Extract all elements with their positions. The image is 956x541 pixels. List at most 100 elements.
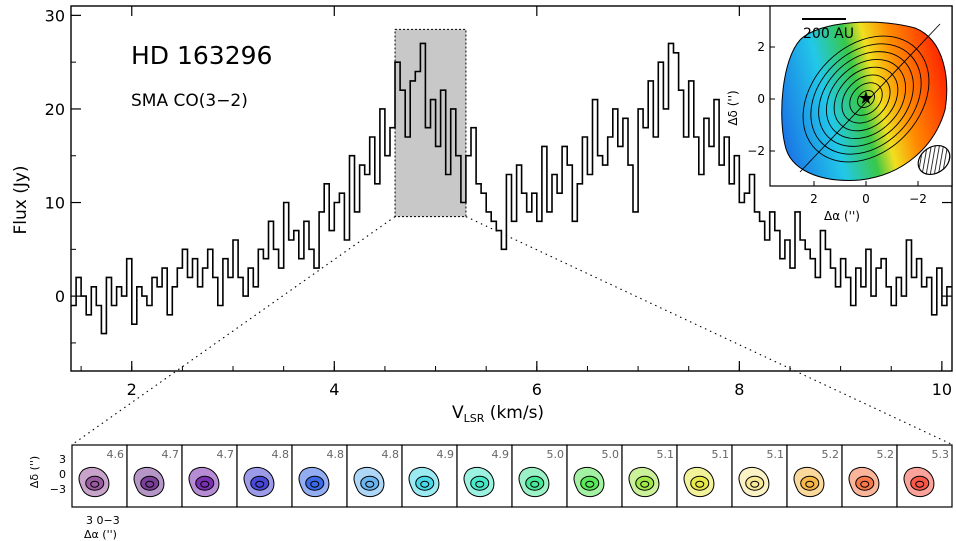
x-tick-label: 8 (734, 380, 744, 399)
channel-label: 4.7 (217, 448, 235, 461)
channel-label: 5.3 (932, 448, 950, 461)
inset-contour (841, 74, 891, 124)
channel-label: 5.0 (547, 448, 565, 461)
channel-panel: 5.0 (511, 444, 568, 508)
channel-peak (530, 480, 540, 488)
channel-y-tick-label: 0 (59, 468, 66, 481)
star-icon: ★ (858, 88, 874, 109)
channel-label: 4.8 (382, 448, 400, 461)
channel-x-label: Δα ('') (84, 528, 117, 541)
channel-panel: 4.6 (71, 444, 128, 508)
inset-map: ★ 200 AU 2 0 −2 2 0 −2 Δα ('') Δδ ('') (726, 5, 953, 223)
channel-label: 4.9 (492, 448, 510, 461)
x-axis-label-main: V (452, 403, 464, 423)
channel-label: 5.1 (657, 448, 675, 461)
channel-peak (255, 480, 265, 488)
y-tick-label: 30 (45, 6, 65, 25)
channel-peak (860, 480, 870, 488)
x-tick-label: 6 (532, 380, 542, 399)
inset-contours (802, 35, 930, 163)
channel-label: 5.2 (822, 448, 840, 461)
channel-panel: 4.9 (401, 444, 458, 508)
plot-frame (70, 5, 953, 372)
inset-x-tick-label: −2 (909, 192, 927, 206)
y-axis-label: Flux (Jy) (11, 165, 31, 234)
channel-panel: 4.9 (456, 444, 513, 508)
spectrum-series (71, 42, 952, 335)
channel-peak (420, 480, 430, 488)
spectrum-axes (70, 5, 953, 372)
inset-contour (857, 90, 875, 108)
x-tick-label: 4 (329, 380, 339, 399)
inset-y-tick-label: −2 (747, 144, 765, 158)
chart-title: HD 163296 (131, 41, 272, 70)
zoom-lines (72, 216, 952, 445)
channel-label: 4.7 (162, 448, 180, 461)
channel-y-tick-label: −3 (50, 483, 66, 496)
channel-peak (200, 480, 210, 488)
channel-peak (695, 480, 705, 488)
channel-label: 4.6 (107, 448, 125, 461)
channel-peak (805, 480, 815, 488)
channel-peak (310, 480, 320, 488)
inset-contour (825, 58, 907, 140)
inset-contour (818, 51, 914, 147)
channel-x-ticks: 3 0−3 (86, 514, 120, 527)
channel-peak (750, 480, 760, 488)
y-tick-label: 10 (45, 194, 65, 213)
channel-label: 5.0 (602, 448, 620, 461)
channel-frame (346, 444, 403, 508)
inset-x-tick-label: 0 (862, 192, 870, 206)
channel-peak (90, 480, 100, 488)
inset-y-tick-label: 2 (757, 40, 765, 54)
channel-panel: 5.1 (676, 444, 733, 508)
channel-panel: 5.2 (786, 444, 843, 508)
channel-label: 5.1 (712, 448, 730, 461)
zoom-line-right (465, 216, 952, 445)
channel-panel: 4.7 (181, 444, 238, 508)
x-tick-label: 2 (127, 380, 137, 399)
channel-panel: 4.8 (291, 444, 348, 508)
inset-contour (833, 66, 899, 132)
channel-y-label: Δδ ('') (28, 456, 41, 488)
channel-panel: 4.8 (236, 444, 293, 508)
y-tick-label: 0 (55, 287, 65, 306)
channel-label: 4.9 (437, 448, 455, 461)
channel-panel: 5.3 (896, 444, 953, 508)
inset-ticks: 2 0 −2 2 0 −2 (747, 40, 927, 206)
channel-map-strip: 4.6 4.7 4.7 4.8 4.8 4.8 4.9 4.9 5.0 5.0 5.1 5.1 5.1 5… (50, 444, 953, 508)
scalebar-label: 200 AU (803, 26, 854, 42)
x-axis-label: VLSR (km/s) (452, 403, 544, 425)
channel-peak (915, 480, 925, 488)
channel-label: 5.2 (877, 448, 895, 461)
channel-peak (640, 480, 650, 488)
channel-panel: 5.2 (841, 444, 898, 508)
channel-panel: 4.8 (346, 444, 403, 508)
chart-subtitle: SMA CO(3−2) (131, 91, 248, 111)
channel-panel: 5.1 (621, 444, 678, 508)
zoom-line-left (72, 216, 396, 445)
x-tick-label: 10 (932, 380, 952, 399)
channel-panel: 4.7 (126, 444, 183, 508)
inset-contour (849, 82, 883, 116)
beam-ellipse (917, 144, 951, 176)
channel-peak (475, 480, 485, 488)
channel-label: 4.8 (327, 448, 345, 461)
inset-disk (781, 21, 948, 181)
channel-panel: 5.0 (566, 444, 623, 508)
inset-major-axis (799, 23, 941, 173)
channel-label: 5.1 (767, 448, 785, 461)
x-axis-label-sub: LSR (464, 412, 485, 425)
inset-x-tick-label: 2 (810, 192, 818, 206)
inset-y-tick-label: 0 (757, 92, 765, 106)
inset-y-label: Δδ ('') (726, 90, 740, 125)
inset-x-label: Δα ('') (824, 209, 860, 223)
channel-peak (585, 480, 595, 488)
inset-contour (810, 43, 922, 155)
channel-peak (145, 480, 155, 488)
channel-peak (365, 480, 375, 488)
y-tick-label: 20 (45, 100, 65, 119)
x-axis-label-unit: (km/s) (484, 403, 544, 423)
channel-y-tick-label: 3 (59, 453, 66, 466)
channel-panel: 5.1 (731, 444, 788, 508)
